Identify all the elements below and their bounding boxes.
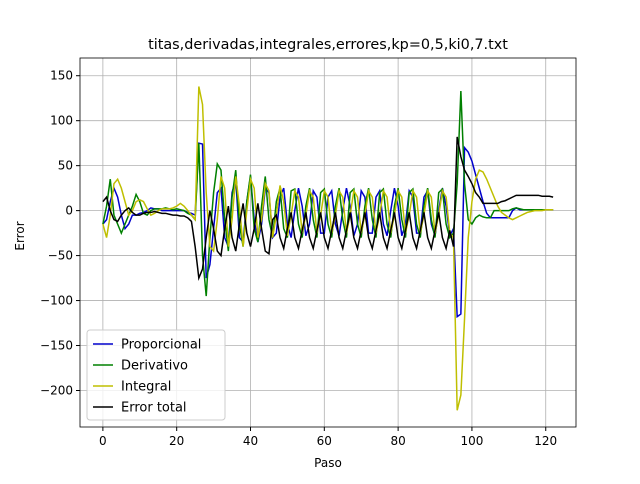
y-tick-label: 0	[65, 204, 73, 218]
y-tick-label: −200	[40, 383, 73, 397]
series-line	[102, 90, 554, 297]
x-axis-label: Paso	[314, 456, 342, 470]
y-axis-label: Error	[13, 221, 27, 250]
x-tick-label: 80	[390, 434, 405, 448]
plot-frame	[79, 57, 577, 428]
x-tick-label: 120	[534, 434, 557, 448]
x-tick-label: 20	[169, 434, 184, 448]
y-tick-label: 150	[50, 69, 73, 83]
legend-label: Proporcional	[121, 338, 201, 353]
y-tick-label: −100	[40, 294, 73, 308]
x-tick-label: 0	[99, 434, 107, 448]
y-tick-label: 50	[58, 159, 73, 173]
y-tick-label: −50	[48, 249, 73, 263]
legend-box	[86, 329, 226, 421]
y-tick-label: 100	[50, 114, 73, 128]
series-line	[102, 86, 554, 411]
y-tick-label: −150	[40, 339, 73, 353]
x-tick-label: 100	[460, 434, 483, 448]
legend-label: Error total	[121, 401, 187, 416]
series-line	[102, 136, 554, 282]
legend-label: Integral	[121, 380, 171, 395]
x-tick-label: 60	[317, 434, 332, 448]
legend-label: Derivativo	[121, 359, 188, 374]
chart-title: titas,derivadas,integrales,errores,kp=0,…	[148, 37, 508, 53]
x-tick-label: 40	[243, 434, 258, 448]
